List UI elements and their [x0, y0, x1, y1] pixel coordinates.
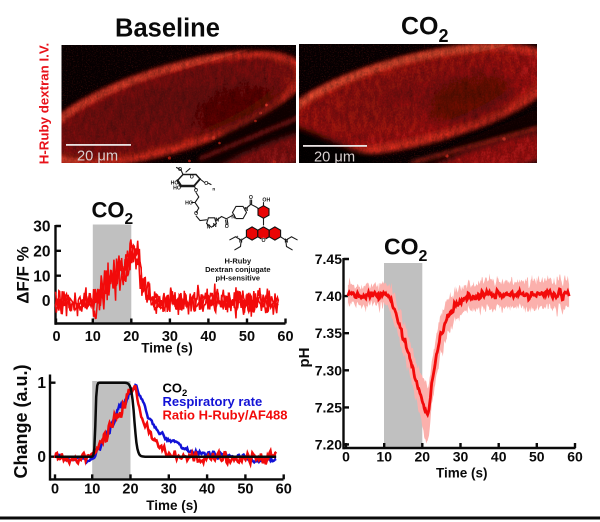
svg-text:30: 30: [162, 329, 178, 345]
svg-text:20: 20: [123, 329, 139, 345]
svg-text:20: 20: [122, 482, 138, 498]
svg-text:0: 0: [52, 329, 60, 345]
svg-text:N: N: [244, 207, 248, 213]
svg-text:50: 50: [529, 449, 545, 465]
svg-text:N: N: [285, 238, 289, 244]
svg-text:Baseline: Baseline: [115, 14, 220, 42]
svg-text:40: 40: [199, 482, 215, 498]
svg-text:HO: HO: [173, 186, 181, 192]
svg-text:O: O: [194, 211, 198, 217]
svg-text:30: 30: [33, 219, 50, 236]
svg-text:ΔF/F %: ΔF/F %: [14, 246, 33, 304]
svg-text:Time (s): Time (s): [146, 498, 198, 513]
svg-text:10: 10: [376, 449, 392, 465]
svg-text:20 μm: 20 μm: [314, 150, 355, 166]
svg-text:n: n: [212, 187, 215, 192]
svg-text:H-Ruby dextran I.V.: H-Ruby dextran I.V.: [37, 43, 52, 164]
svg-text:O: O: [194, 188, 198, 194]
svg-text:Ratio H-Ruby/AF488: Ratio H-Ruby/AF488: [163, 408, 288, 423]
svg-text:7.30: 7.30: [315, 362, 342, 378]
svg-text:O: O: [225, 224, 229, 230]
svg-text:O: O: [190, 175, 194, 181]
svg-text:20: 20: [415, 449, 431, 465]
svg-text:+: +: [236, 234, 239, 239]
svg-text:20: 20: [33, 243, 50, 260]
svg-text:10: 10: [33, 268, 50, 285]
svg-text:H-Ruby: H-Ruby: [224, 257, 251, 266]
svg-text:O: O: [204, 181, 208, 187]
svg-text:0: 0: [342, 449, 350, 465]
svg-text:N: N: [239, 238, 243, 244]
svg-text:40: 40: [491, 449, 507, 465]
svg-text:N: N: [215, 218, 219, 224]
svg-text:10: 10: [84, 482, 100, 498]
svg-text:20 μm: 20 μm: [77, 149, 118, 165]
svg-text:O: O: [178, 167, 182, 173]
svg-text:10: 10: [85, 329, 101, 345]
svg-text:N: N: [207, 225, 211, 231]
svg-text:Time (s): Time (s): [436, 465, 488, 480]
svg-text:7.20: 7.20: [315, 436, 342, 452]
svg-text:7.40: 7.40: [315, 288, 342, 304]
svg-text:HO: HO: [185, 200, 193, 206]
svg-text:0: 0: [42, 293, 51, 310]
svg-text:30: 30: [453, 449, 469, 465]
svg-text:30: 30: [161, 482, 177, 498]
svg-text:60: 60: [277, 329, 293, 345]
svg-text:50: 50: [237, 482, 253, 498]
svg-text:O: O: [249, 195, 253, 201]
svg-text:7.35: 7.35: [315, 325, 342, 341]
svg-text:Change (a.u.): Change (a.u.): [11, 364, 31, 478]
svg-text:pH-sensitive: pH-sensitive: [215, 274, 260, 283]
svg-text:OH: OH: [262, 198, 270, 204]
svg-text:60: 60: [276, 482, 292, 498]
svg-text:Dextran conjugate: Dextran conjugate: [205, 265, 270, 274]
svg-text:O: O: [261, 238, 265, 244]
svg-text:N: N: [231, 214, 235, 220]
svg-text:60: 60: [567, 449, 583, 465]
svg-text:0: 0: [51, 482, 59, 498]
svg-text:7.25: 7.25: [315, 399, 342, 415]
svg-text:CO2: CO2: [163, 381, 188, 400]
svg-text:Time (s): Time (s): [141, 341, 193, 356]
svg-text:HO: HO: [171, 180, 179, 186]
svg-text:7.45: 7.45: [315, 251, 342, 267]
svg-text:Respiratory rate: Respiratory rate: [163, 394, 263, 409]
svg-text:0: 0: [37, 449, 46, 466]
svg-text:N: N: [213, 223, 217, 229]
svg-text:1: 1: [37, 375, 46, 392]
svg-text:40: 40: [200, 329, 216, 345]
svg-text:pH: pH: [296, 348, 313, 368]
svg-text:50: 50: [239, 329, 255, 345]
